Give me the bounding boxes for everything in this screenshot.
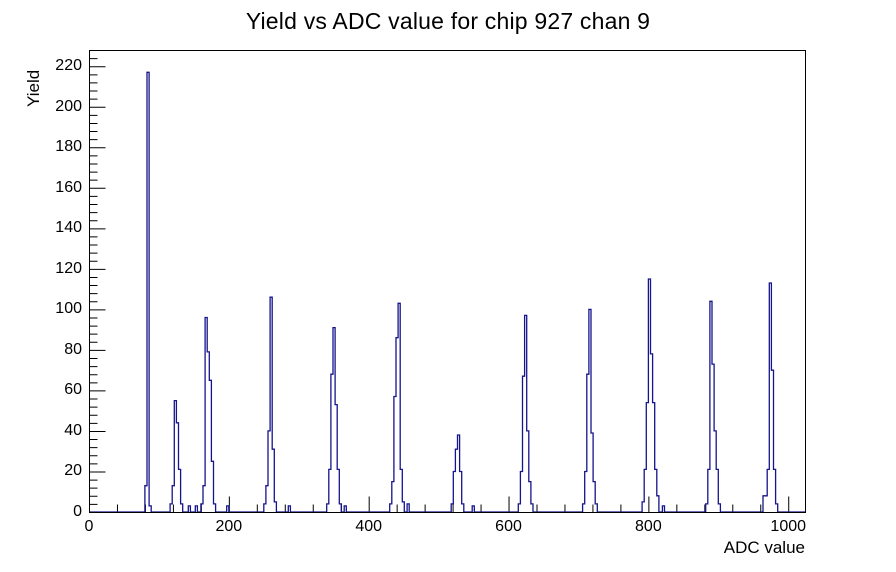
histogram-plot (89, 50, 806, 513)
y-tick-label: 60 (64, 381, 82, 399)
plot-frame (89, 50, 806, 513)
chart-title: Yield vs ADC value for chip 927 chan 9 (245, 8, 651, 34)
y-tick-label: 180 (55, 138, 82, 156)
axis-ticks (89, 50, 790, 513)
x-tick-label: 200 (215, 518, 243, 535)
x-tick-label: 1000 (770, 518, 807, 535)
histogram-line (89, 71, 805, 513)
y-tick-label: 40 (64, 421, 82, 439)
y-tick-label: 100 (55, 300, 82, 318)
y-tick-label: 0 (73, 503, 82, 520)
x-tick-label: 600 (495, 518, 522, 535)
x-tick-label: 0 (84, 518, 94, 535)
x-tick-label: 800 (635, 518, 662, 535)
y-tick-label: 200 (55, 97, 82, 115)
y-tick-label: 140 (55, 219, 82, 237)
y-tick-label: 160 (55, 178, 82, 196)
y-tick-label: 20 (64, 462, 82, 480)
y-axis-title: Yield (24, 69, 43, 107)
x-axis-title: ADC value (723, 538, 805, 557)
x-tick-label: 400 (355, 518, 383, 535)
y-tick-label: 120 (55, 259, 82, 277)
y-tick-label: 80 (64, 340, 82, 358)
y-tick-label: 220 (55, 57, 82, 75)
